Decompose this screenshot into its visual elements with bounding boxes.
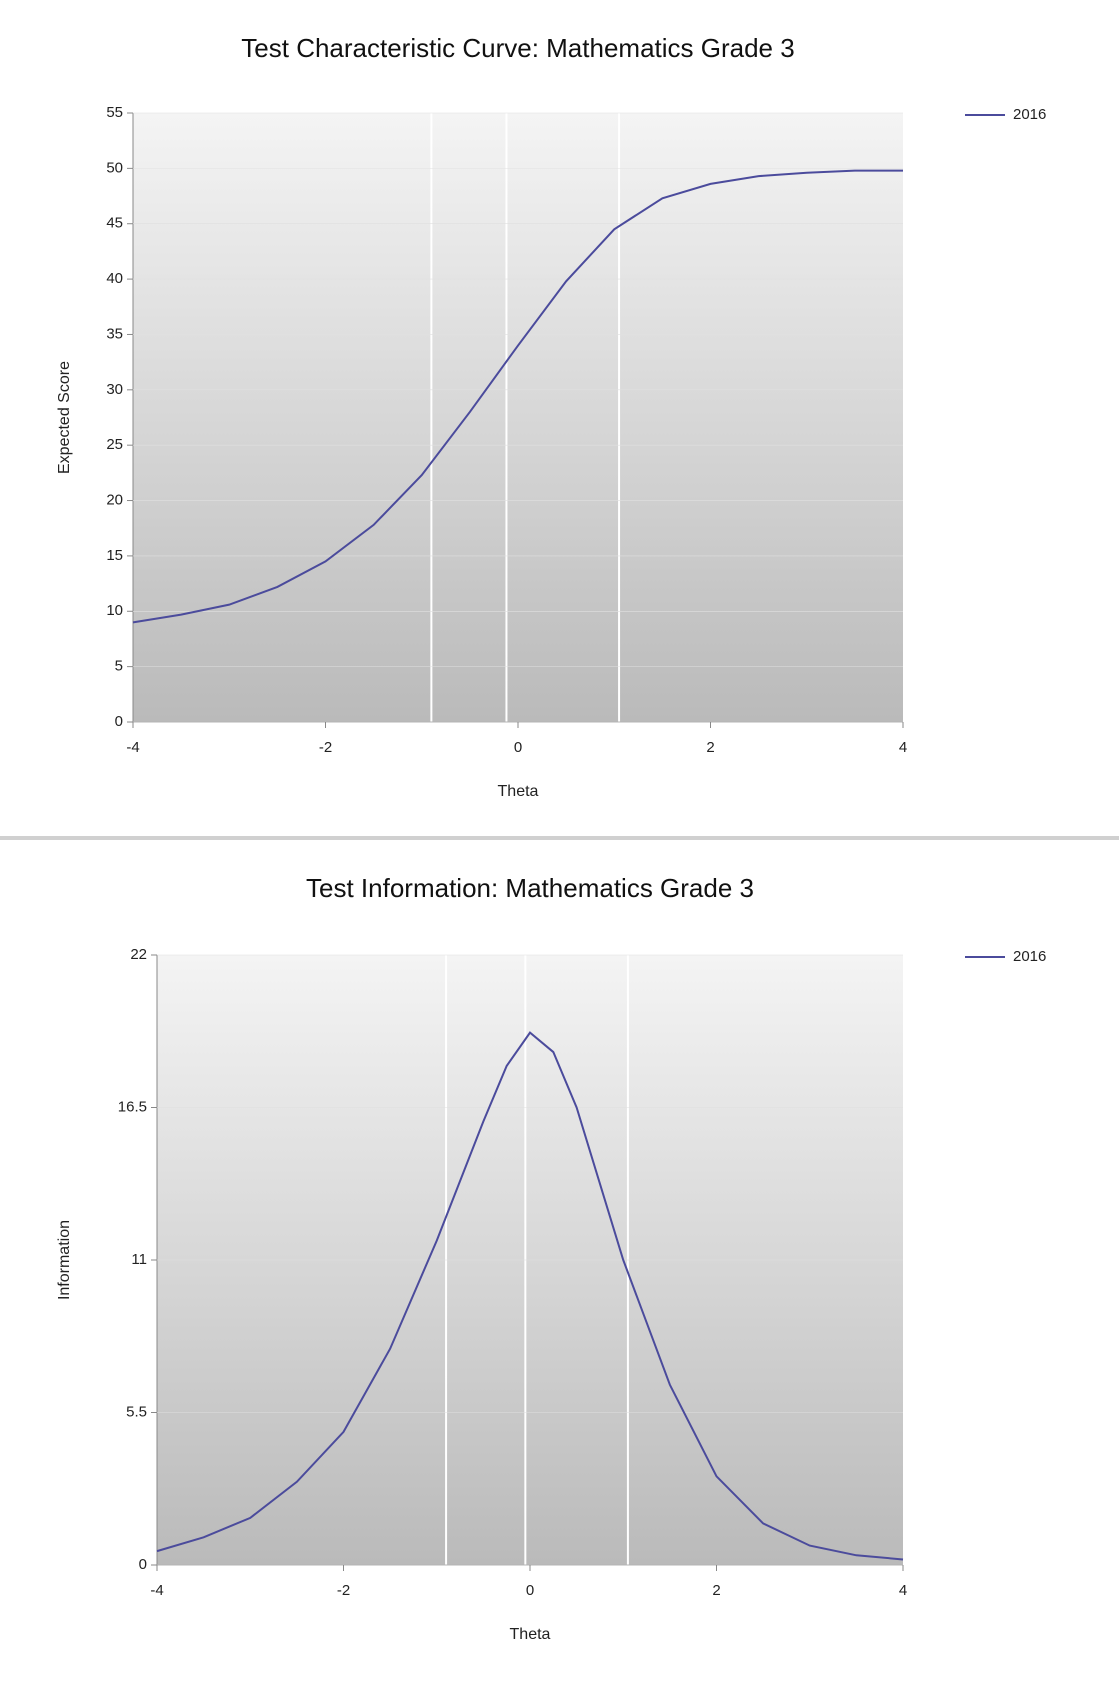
- y-axis-label: Information: [56, 1220, 73, 1300]
- separator: [0, 836, 1119, 840]
- y-tick-label: 35: [106, 325, 123, 342]
- y-tick-label: 20: [106, 492, 123, 509]
- chart-title: Test Characteristic Curve: Mathematics G…: [241, 33, 794, 63]
- y-tick-label: 45: [106, 215, 123, 232]
- x-tick-label: 0: [526, 1582, 534, 1599]
- legend-label: 2016: [1013, 948, 1046, 965]
- x-tick-label: 0: [514, 739, 522, 756]
- series-line: [132, 169, 903, 624]
- x-tick-label: -2: [319, 739, 332, 756]
- x-tick-label: -2: [337, 1582, 350, 1599]
- x-axis-label: Theta: [498, 783, 539, 800]
- chart-title: Test Information: Mathematics Grade 3: [306, 873, 754, 903]
- y-tick-label: 40: [106, 270, 123, 287]
- x-tick-label: 2: [706, 739, 714, 756]
- series-line: [156, 1031, 904, 1561]
- y-tick-label: 55: [106, 104, 123, 121]
- y-tick-label: 30: [106, 381, 123, 398]
- y-axis-label: Expected Score: [56, 361, 73, 474]
- y-tick-label: 50: [106, 159, 123, 176]
- y-tick-label: 16.5: [118, 1098, 147, 1115]
- legend-label: 2016: [1013, 106, 1046, 123]
- y-tick-label: 5: [115, 658, 123, 675]
- x-tick-label: 4: [899, 739, 907, 756]
- y-tick-label: 11: [131, 1251, 147, 1268]
- x-tick-label: 2: [712, 1582, 720, 1599]
- y-tick-label: 15: [106, 547, 123, 564]
- y-tick-label: 0: [115, 713, 123, 730]
- x-tick-label: -4: [150, 1582, 163, 1599]
- x-axis-label: Theta: [510, 1626, 551, 1643]
- y-tick-label: 25: [106, 436, 123, 453]
- y-tick-label: 0: [139, 1556, 147, 1573]
- y-tick-label: 5.5: [126, 1403, 147, 1420]
- y-tick-label: 10: [106, 602, 123, 619]
- plot-background: [133, 113, 903, 722]
- x-tick-label: -4: [126, 739, 139, 756]
- y-tick-label: 22: [130, 946, 147, 963]
- x-tick-label: 4: [899, 1582, 907, 1599]
